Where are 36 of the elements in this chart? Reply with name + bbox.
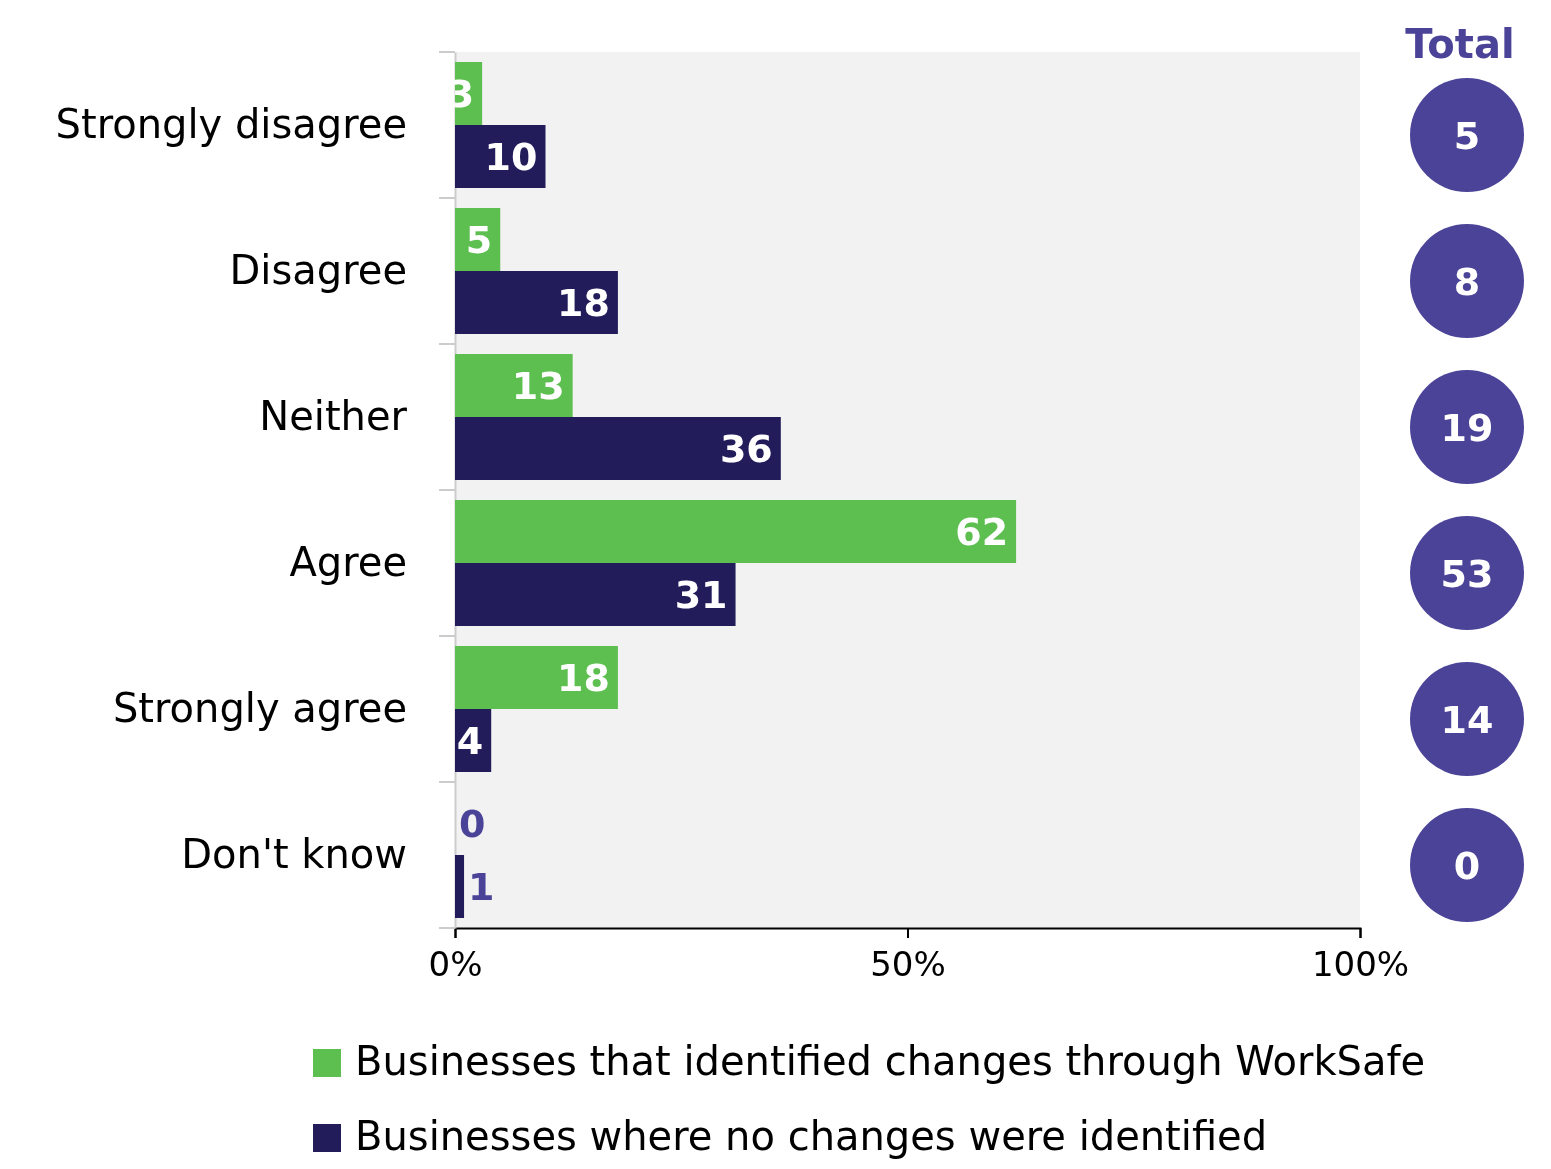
data-label: 13 <box>511 363 565 408</box>
bar <box>455 855 465 918</box>
y-tick-label: Neither <box>259 392 408 439</box>
text: 5 <box>1453 114 1481 158</box>
text: 0 <box>1453 844 1481 888</box>
data-label: 10 <box>484 134 538 179</box>
data-label: 18 <box>557 280 610 325</box>
data-label: 36 <box>719 426 773 471</box>
bar <box>455 563 736 626</box>
data-label: 5 <box>465 217 493 262</box>
text: 19 <box>1440 406 1494 450</box>
data-label: 31 <box>674 572 728 617</box>
data-label: 1 <box>468 864 495 909</box>
x-tick-label: 50% <box>870 944 946 985</box>
x-tick-label: 100% <box>1311 944 1410 985</box>
bar <box>455 500 1017 563</box>
legend-label: Businesses where no changes were identified <box>355 1113 1268 1159</box>
legend-label: Businesses that identified changes through WorkSafe <box>355 1038 1426 1084</box>
data-label: 0 <box>459 801 486 846</box>
text: 53 <box>1440 552 1494 596</box>
y-tick-label: Strongly disagree <box>55 100 407 147</box>
bar <box>455 417 781 480</box>
y-tick-label: Strongly agree <box>112 684 407 731</box>
text: 8 <box>1453 260 1481 304</box>
y-tick-label: Disagree <box>229 246 407 293</box>
bar <box>455 646 618 709</box>
y-tick-label: Agree <box>289 538 407 585</box>
bar <box>455 271 618 334</box>
data-label: 18 <box>557 655 610 700</box>
text: Total <box>1405 21 1515 67</box>
text: 14 <box>1440 698 1494 742</box>
bar <box>455 354 573 417</box>
data-label: 62 <box>955 509 1009 554</box>
x-tick-label: 0% <box>428 944 483 985</box>
y-tick-label: Don't know <box>181 830 407 877</box>
data-label: 4 <box>456 718 484 763</box>
